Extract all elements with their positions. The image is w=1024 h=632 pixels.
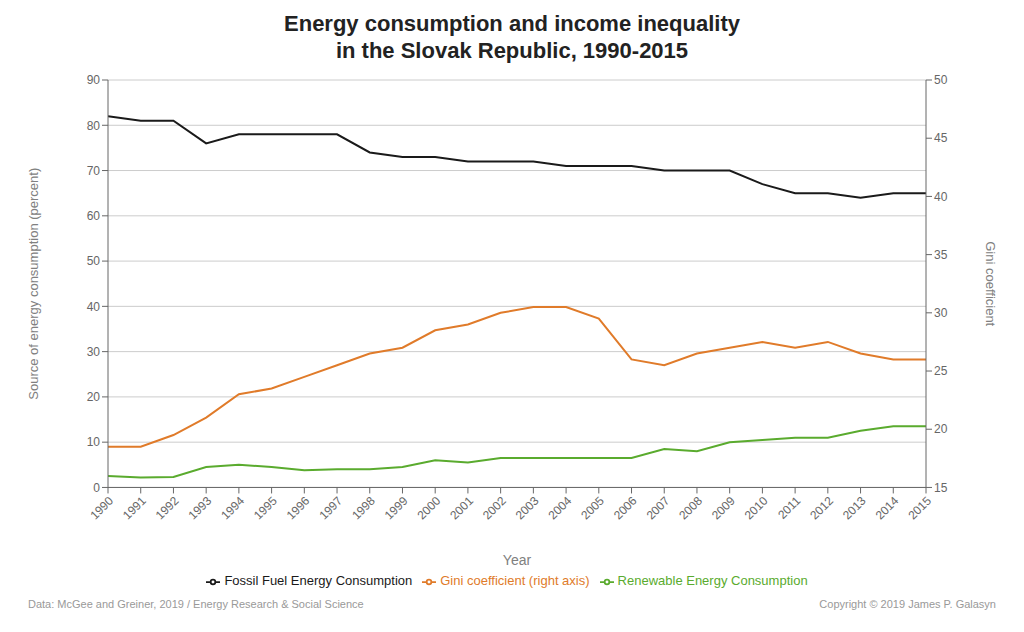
svg-text:2011: 2011: [775, 493, 803, 521]
svg-text:2004: 2004: [545, 493, 574, 522]
svg-text:1995: 1995: [251, 493, 280, 522]
svg-text:Source of energy consumption (: Source of energy consumption (percent): [26, 168, 41, 400]
svg-text:20: 20: [87, 390, 101, 404]
svg-text:10: 10: [87, 435, 101, 449]
svg-text:35: 35: [934, 248, 948, 262]
html-text:Energy consumption and income: Energy consumption and income inequality: [284, 11, 740, 36]
svg-text:2003: 2003: [513, 493, 542, 522]
svg-text:30: 30: [934, 306, 948, 320]
svg-text:2001: 2001: [447, 493, 476, 522]
svg-text:60: 60: [87, 209, 101, 223]
svg-text:2000: 2000: [415, 493, 444, 522]
svg-text:2009: 2009: [709, 493, 738, 522]
html-text:Data: McGee and Greiner, 2019: Data: McGee and Greiner, 2019 / Energy R…: [28, 598, 364, 610]
html-text:Fossil Fuel Energy Consumption: Fossil Fuel Energy Consumption: [224, 573, 413, 589]
html-text:in the Slovak Republic, 1990-2: in the Slovak Republic, 1990-2015: [335, 38, 689, 63]
svg-text:1998: 1998: [349, 493, 378, 522]
svg-text:50: 50: [934, 73, 948, 87]
svg-text:1993: 1993: [186, 493, 215, 522]
svg-text:2010: 2010: [742, 493, 771, 522]
svg-text:45: 45: [934, 131, 948, 145]
svg-text:15: 15: [934, 481, 948, 495]
svg-text:2015: 2015: [905, 493, 934, 522]
svg-text:1994: 1994: [218, 493, 247, 522]
svg-text:90: 90: [87, 73, 101, 87]
svg-text:1991: 1991: [120, 493, 149, 522]
html-text:Renewable Energy Consumption: Renewable Energy Consumption: [617, 573, 808, 589]
svg-text:2005: 2005: [578, 493, 607, 522]
svg-text:0: 0: [93, 481, 100, 495]
svg-text:20: 20: [934, 422, 948, 436]
svg-text:2008: 2008: [676, 493, 705, 522]
svg-text:Gini coefficient: Gini coefficient: [983, 241, 998, 326]
svg-text:2013: 2013: [840, 493, 869, 522]
svg-text:2002: 2002: [480, 493, 509, 522]
svg-text:1999: 1999: [382, 493, 411, 522]
svg-text:2012: 2012: [807, 493, 836, 522]
svg-text:40: 40: [934, 190, 948, 204]
svg-text:50: 50: [87, 254, 101, 268]
svg-text:1990: 1990: [87, 493, 116, 522]
svg-text:25: 25: [934, 364, 948, 378]
svg-text:2006: 2006: [611, 493, 640, 522]
svg-text:40: 40: [87, 300, 101, 314]
svg-text:1996: 1996: [284, 493, 313, 522]
html-text:Gini coefficient (right axis): Gini coefficient (right axis): [440, 573, 590, 589]
svg-text:70: 70: [87, 164, 101, 178]
svg-text:1997: 1997: [316, 493, 345, 522]
svg-text:Year: Year: [503, 552, 532, 568]
svg-text:2007: 2007: [644, 493, 673, 522]
html-text:Copyright © 2019 James P. Gala: Copyright © 2019 James P. Galasyn: [819, 598, 996, 610]
svg-text:30: 30: [87, 345, 101, 359]
svg-text:80: 80: [87, 119, 101, 133]
svg-text:1992: 1992: [153, 493, 182, 522]
svg-text:2014: 2014: [873, 493, 902, 522]
